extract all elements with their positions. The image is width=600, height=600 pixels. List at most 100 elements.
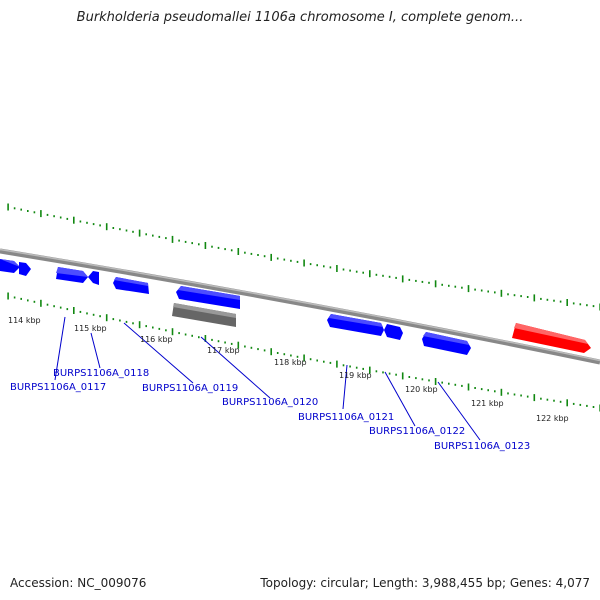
minor-tick [323, 360, 325, 363]
gene-label[interactable]: BURPS1106A_0118 [53, 368, 149, 379]
major-tick [533, 394, 536, 402]
major-tick [434, 280, 437, 288]
minor-tick [388, 372, 391, 375]
minor-tick [224, 341, 226, 344]
minor-tick [572, 402, 575, 405]
minor-tick [92, 223, 95, 226]
minor-tick [13, 296, 16, 299]
minor-tick [184, 240, 187, 243]
minor-tick [474, 288, 476, 291]
major-tick [467, 383, 470, 391]
scale-label: 117 kbp [207, 346, 240, 355]
minor-tick [263, 349, 266, 352]
major-tick [500, 388, 503, 396]
minor-tick [461, 286, 463, 289]
minor-tick [355, 366, 358, 369]
minor-tick [540, 397, 542, 400]
minor-tick [257, 254, 259, 256]
gene-feature[interactable] [56, 267, 88, 283]
minor-tick [309, 263, 312, 266]
minor-tick [553, 299, 555, 302]
minor-tick [448, 284, 450, 287]
minor-tick [362, 271, 364, 274]
minor-tick [480, 388, 483, 391]
minor-tick [382, 274, 384, 277]
minor-tick [461, 384, 463, 387]
gene-feature[interactable] [422, 332, 471, 355]
minor-tick [342, 364, 345, 367]
minor-tick [46, 213, 49, 216]
major-tick [401, 275, 404, 283]
minor-tick [448, 382, 450, 385]
minor-tick [59, 216, 62, 219]
minor-tick [395, 373, 397, 376]
minor-tick [415, 279, 417, 282]
gene-label[interactable]: BURPS1106A_0122 [369, 426, 465, 437]
gene-label[interactable]: BURPS1106A_0121 [298, 412, 394, 423]
minor-tick [362, 367, 364, 370]
chromosome-backbone-highlight [0, 248, 600, 362]
minor-tick [59, 306, 62, 309]
minor-tick [421, 280, 424, 283]
major-tick [270, 253, 272, 261]
gene-feature[interactable] [176, 286, 240, 309]
minor-tick [408, 278, 411, 281]
gene-feature[interactable] [327, 314, 384, 336]
minor-tick [513, 294, 516, 297]
major-tick [566, 399, 568, 407]
minor-tick [441, 283, 443, 286]
gene-feature[interactable] [384, 324, 403, 340]
gene-label[interactable]: BURPS1106A_0119 [142, 383, 238, 394]
major-tick [369, 270, 371, 278]
minor-tick [349, 365, 351, 368]
minor-tick [53, 305, 55, 308]
minor-tick [579, 403, 582, 406]
gene-feature[interactable] [19, 262, 31, 276]
scale-label: 114 kbp [8, 316, 41, 325]
minor-tick [283, 258, 286, 261]
major-tick [566, 299, 568, 306]
gene-feature[interactable] [88, 271, 99, 285]
minor-tick [290, 354, 292, 357]
major-tick [500, 289, 503, 297]
minor-tick [520, 295, 522, 298]
gene-label[interactable]: BURPS1106A_0120 [222, 397, 318, 408]
minor-tick [421, 378, 424, 381]
minor-tick [454, 383, 457, 386]
outer-tick-row [7, 203, 600, 311]
gene-feature[interactable] [113, 277, 149, 294]
minor-tick [191, 242, 193, 245]
major-tick [138, 229, 141, 237]
minor-tick [257, 348, 259, 351]
minor-tick [230, 342, 233, 345]
gene-feature[interactable] [0, 259, 20, 273]
major-tick [467, 285, 470, 293]
minor-tick [316, 359, 318, 362]
minor-tick [198, 243, 200, 246]
minor-tick [13, 207, 16, 210]
gene-label[interactable]: BURPS1106A_0123 [434, 441, 530, 452]
minor-tick [395, 276, 397, 279]
minor-tick [33, 300, 36, 303]
accession-label: Accession: NC_009076 [10, 576, 147, 590]
highlighted-gene-feature[interactable] [512, 323, 591, 353]
major-tick [105, 223, 108, 231]
minor-tick [79, 310, 82, 313]
minor-tick [152, 326, 154, 329]
minor-tick [494, 390, 496, 393]
major-tick [237, 341, 240, 349]
minor-tick [46, 303, 49, 306]
pseudo-gene-feature[interactable] [172, 303, 236, 327]
minor-tick [316, 264, 318, 267]
major-tick [40, 299, 42, 307]
gene-label[interactable]: BURPS1106A_0117 [10, 382, 106, 393]
scale-label: 119 kbp [339, 371, 372, 380]
major-tick [303, 259, 305, 267]
minor-tick [375, 273, 378, 276]
minor-tick [119, 228, 121, 231]
minor-tick [125, 229, 128, 232]
minor-tick [217, 340, 220, 343]
label-connectors [54, 316, 481, 441]
minor-tick [454, 285, 457, 288]
